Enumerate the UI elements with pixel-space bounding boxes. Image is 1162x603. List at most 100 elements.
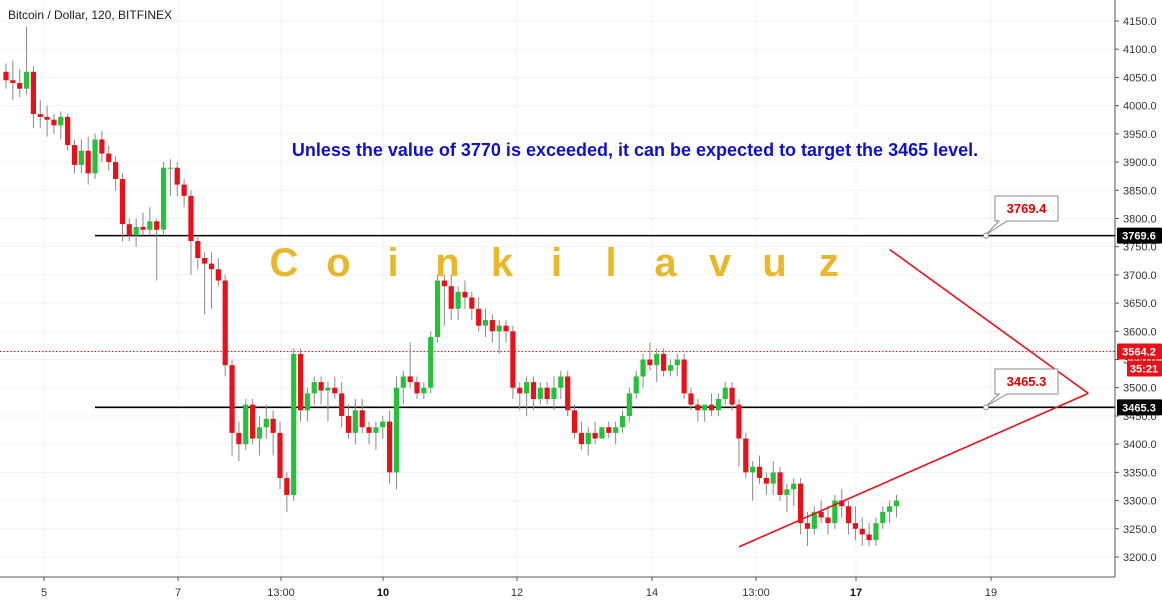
candle-body — [571, 410, 578, 433]
candle-body — [373, 427, 379, 433]
candle-body — [688, 393, 694, 405]
candle-body — [530, 382, 537, 400]
candle-body — [339, 393, 345, 416]
candle-body — [558, 376, 564, 388]
watermark-letter: i — [387, 241, 398, 285]
candle-body — [462, 291, 468, 298]
level-badge-label: 3465.3 — [1122, 402, 1156, 414]
candle-body — [811, 511, 817, 529]
candle-body — [297, 353, 304, 411]
x-tick-label: 13:00 — [742, 587, 770, 599]
time-axis[interactable]: 5 7 13:00 10 12 14 13:00 17 19 — [0, 576, 1115, 599]
candle-body — [893, 500, 900, 507]
candle-body — [3, 71, 9, 81]
candle-body — [722, 387, 728, 400]
candle-body — [476, 308, 482, 326]
candle-body — [30, 71, 36, 115]
candle-body — [633, 376, 639, 394]
candle-body — [65, 116, 71, 146]
candle-body — [592, 432, 598, 439]
candle-body — [606, 427, 612, 433]
candle-body — [428, 336, 434, 388]
candle-body — [106, 153, 112, 163]
candle-body — [565, 376, 571, 411]
candle-body — [674, 359, 680, 366]
y-tick-label: 3500.0 — [1123, 383, 1157, 395]
candle-body — [345, 415, 352, 433]
candle-body — [393, 387, 400, 473]
price-axis[interactable]: 4150.0 4100.0 4050.0 4000.0 3950.0 3900.0 3850… — [1114, 0, 1157, 577]
candle-body — [311, 382, 317, 394]
y-tick-label: 3700.0 — [1123, 270, 1157, 282]
candle-body — [215, 269, 221, 281]
candle-body — [647, 359, 653, 366]
candle-body — [551, 387, 557, 400]
candle-body — [544, 387, 550, 400]
watermark-letter: C — [270, 241, 299, 285]
candle-body — [23, 71, 30, 89]
countdown-badge — [1127, 360, 1162, 377]
candle-body — [654, 353, 660, 366]
candle-body — [58, 116, 64, 126]
candle-body — [318, 382, 324, 391]
y-tick-label: 4050.0 — [1123, 72, 1157, 84]
y-tick-label: 4100.0 — [1123, 44, 1157, 56]
y-tick-label: 3900.0 — [1123, 157, 1157, 169]
candle-body — [503, 325, 509, 332]
callout-box — [985, 368, 1059, 407]
grid-lines — [0, 0, 1115, 577]
candle-body — [44, 116, 50, 120]
callout-label: 3465.3 — [1007, 374, 1047, 389]
horizontal-levels — [0, 234, 1115, 409]
candle-body — [455, 291, 461, 309]
watermark-letter: v — [709, 241, 732, 285]
x-tick-label: 13:00 — [267, 587, 295, 599]
candle-body — [667, 365, 674, 371]
level-callouts: 3769.4 3465.3 — [983, 195, 1059, 411]
candle-body — [325, 387, 331, 391]
candle-body — [133, 226, 139, 236]
candle-body — [85, 150, 91, 174]
candle-body — [839, 500, 845, 507]
candle-body — [229, 365, 235, 433]
candle-body — [195, 241, 201, 258]
candle-body — [798, 483, 804, 524]
watermark-letter: i — [551, 241, 562, 285]
candle-body — [284, 478, 290, 495]
callout-anchor — [983, 232, 989, 239]
candle-body — [256, 427, 263, 439]
candle-body — [873, 523, 879, 541]
candle-body — [619, 415, 626, 428]
candle-body — [626, 393, 632, 416]
candle-body — [243, 404, 249, 445]
candle-body — [113, 162, 119, 179]
candle-body — [99, 139, 105, 154]
y-tick-label: 4150.0 — [1123, 16, 1157, 28]
watermark-letter: u — [762, 241, 786, 285]
candle-body — [78, 150, 84, 165]
last-price-badge — [1117, 343, 1162, 360]
candle-body — [469, 297, 475, 309]
y-tick-label: 3650.0 — [1123, 298, 1157, 310]
candle-body — [119, 178, 126, 225]
candle-body — [174, 167, 180, 185]
candles — [3, 26, 900, 546]
level-badge — [1117, 227, 1162, 244]
watermark-letter: z — [819, 241, 839, 285]
candle-body — [448, 286, 454, 309]
candle-body — [510, 331, 516, 388]
candle-body — [10, 80, 16, 84]
callout-anchor — [983, 404, 989, 411]
candle-body — [859, 528, 865, 535]
candle-body — [482, 320, 489, 326]
candle-body — [71, 145, 78, 165]
candle-body — [887, 506, 893, 512]
candle-body — [585, 432, 591, 445]
candle-body — [366, 427, 372, 433]
callout-box — [985, 195, 1059, 236]
candle-body — [729, 387, 735, 405]
candle-body — [681, 359, 687, 394]
candle-body — [208, 263, 215, 270]
candle-body — [147, 221, 153, 230]
